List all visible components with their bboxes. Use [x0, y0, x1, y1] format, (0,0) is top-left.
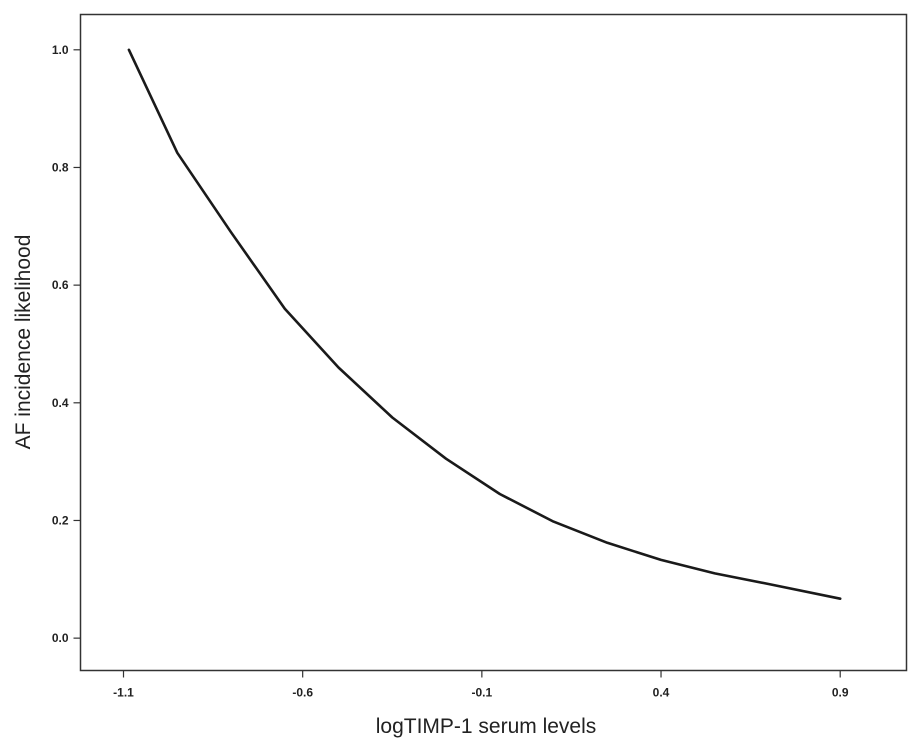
y-axis-ticks: 0.0 0.2 0.4 0.6 0.8 1.0 — [52, 43, 81, 645]
series-line — [127, 48, 842, 601]
x-tick-label: 0.9 — [832, 686, 849, 700]
series-layer — [127, 48, 842, 601]
y-tick-label: 0.4 — [52, 396, 69, 410]
x-tick-label: -0.6 — [292, 686, 313, 700]
x-tick-label: 0.4 — [653, 686, 670, 700]
y-axis-title: AF incidence likelihood — [12, 235, 35, 450]
y-tick-label: 0.0 — [52, 631, 69, 645]
x-axis-title: logTIMP-1 serum levels — [376, 715, 597, 738]
y-tick-label: 0.2 — [52, 513, 69, 527]
y-tick-label: 1.0 — [52, 43, 69, 57]
x-tick-label: -0.1 — [472, 686, 493, 700]
y-tick-label: 0.6 — [52, 278, 69, 292]
y-tick-label: 0.8 — [52, 160, 69, 174]
x-axis-ticks: -1.1 -0.6 -0.1 0.4 0.9 — [113, 670, 849, 700]
x-tick-label: -1.1 — [113, 686, 134, 700]
plot-area-frame — [79, 13, 908, 672]
